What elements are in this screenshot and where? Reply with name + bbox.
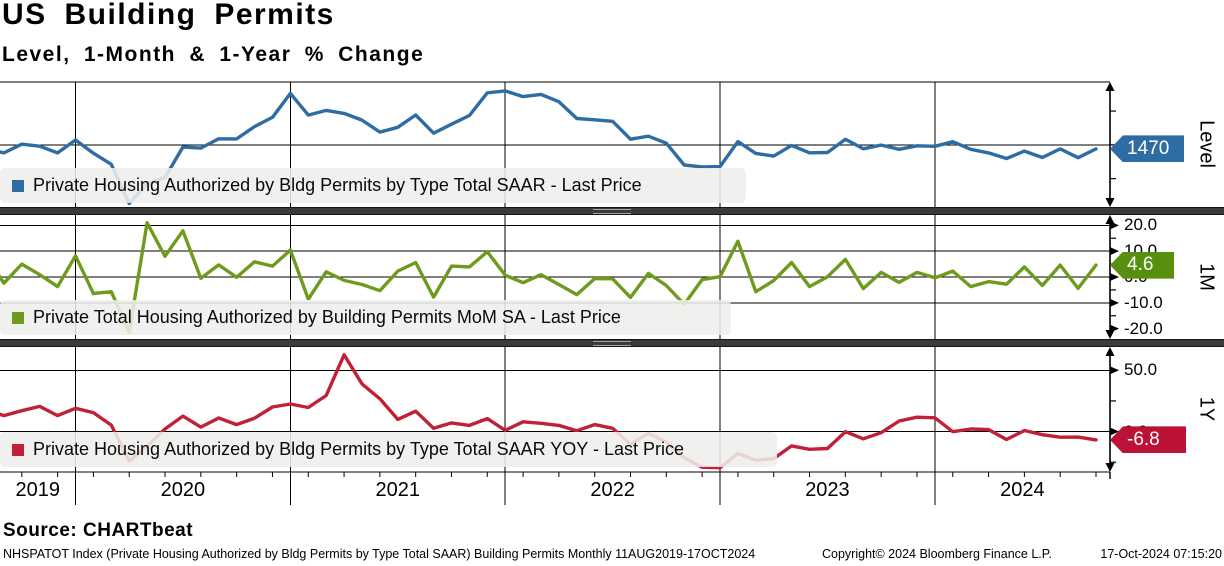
- footer: NHSPATOT Index (Private Housing Authoriz…: [0, 547, 1224, 565]
- tick-arrow-icon: [1110, 298, 1119, 307]
- yoy-line: [0, 353, 1098, 470]
- mom-line: [0, 221, 1098, 334]
- tick-arrow-icon: [1110, 221, 1119, 230]
- axis-arrow-down-icon: [1105, 463, 1115, 472]
- axis-arrow-up-icon: [1105, 215, 1115, 224]
- tick-arrow-icon: [1110, 247, 1119, 256]
- panel-splitter-1[interactable]: [0, 207, 1224, 215]
- legend-swatch-yoy-icon: [12, 443, 24, 456]
- tick-arrow-icon: [1110, 366, 1119, 375]
- legend-label-yoy: Private Housing Authorized by Bldg Permi…: [33, 439, 684, 459]
- axis-arrow-down-icon: [1105, 198, 1115, 207]
- footer-timestamp: 17-Oct-2024 07:15:20: [1100, 547, 1222, 561]
- axis-title-level: Level: [1195, 120, 1218, 168]
- chart-title: US Building Permits: [2, 0, 335, 31]
- last-price-tag-yoy: -6.8: [1110, 426, 1186, 454]
- axis-arrow-up-icon: [1105, 347, 1115, 356]
- last-price-tag-mom: 4.6: [1110, 251, 1174, 279]
- legend-swatch-level-icon: [12, 179, 24, 192]
- legend-level[interactable]: Private Housing Authorized by Bldg Permi…: [0, 168, 746, 203]
- tick-arrow-icon: [1110, 427, 1119, 436]
- axis-arrow-down-icon: [1105, 330, 1115, 339]
- axis-title-yoy: 1Y: [1195, 396, 1218, 422]
- last-price-value-yoy: -6.8: [1127, 428, 1160, 450]
- footer-security-text: NHSPATOT Index (Private Housing Authoriz…: [3, 547, 756, 561]
- splitter-grip-icon: [593, 341, 631, 346]
- source-label: Source: CHARTbeat: [3, 520, 194, 541]
- tick-arrow-icon: [1110, 324, 1119, 333]
- tick-arrow-icon: [1110, 273, 1119, 281]
- footer-copyright: Copyright© 2024 Bloomberg Finance L.P.: [822, 547, 1052, 561]
- legend-swatch-mom-icon: [12, 311, 24, 324]
- legend-yoy[interactable]: Private Housing Authorized by Bldg Permi…: [0, 432, 777, 467]
- last-price-value-mom: 4.6: [1127, 254, 1154, 276]
- legend-label-level: Private Housing Authorized by Bldg Permi…: [33, 175, 642, 195]
- legend-mom[interactable]: Private Total Housing Authorized by Buil…: [0, 300, 731, 335]
- last-price-value-level: 1470: [1127, 137, 1170, 159]
- splitter-grip-icon: [593, 209, 631, 214]
- legend-label-mom: Private Total Housing Authorized by Buil…: [33, 307, 621, 327]
- panel-splitter-2[interactable]: [0, 339, 1224, 347]
- chart-subtitle: Level, 1-Month & 1-Year % Change: [2, 43, 425, 66]
- last-price-tag-level: 1470: [1110, 135, 1184, 163]
- axis-arrow-up-icon: [1105, 82, 1115, 91]
- axis-title-mom: 1M: [1195, 263, 1218, 291]
- level-line: [0, 89, 1098, 206]
